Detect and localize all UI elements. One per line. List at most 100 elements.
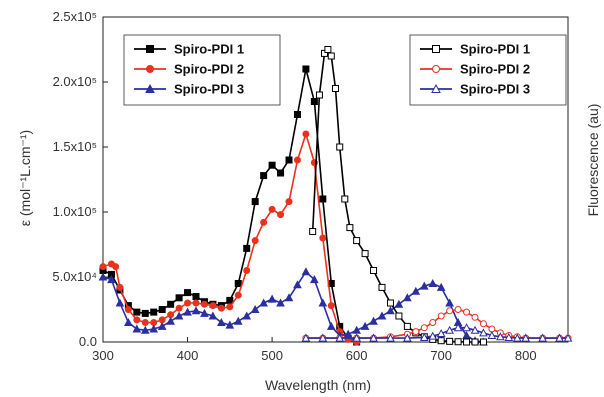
data-point-marker [225,320,235,329]
data-point-marker [293,280,302,289]
data-point-marker [319,195,327,203]
data-point-marker [243,267,251,274]
data-point-marker [437,312,445,320]
legend-item: Spiro-PDI 3 [420,82,530,97]
data-point-marker [301,333,311,342]
data-point-marker [146,45,154,53]
data-point-marker [250,304,260,313]
data-point-marker [301,267,311,276]
data-point-marker [158,306,166,313]
data-point-marker [293,111,301,118]
data-point-marker [234,280,242,287]
data-point-marker [512,333,522,342]
data-point-marker [419,332,429,341]
data-point-marker [192,293,200,300]
data-point-marker [555,333,564,342]
data-point-marker [268,205,276,213]
data-point-marker [436,328,446,338]
data-point-marker [471,313,479,321]
data-point-marker [107,275,116,284]
plot-frame [102,16,569,343]
data-point-marker [319,234,327,242]
series-fluorescence-spiro-pdi-3 [301,323,573,342]
data-point-marker [243,244,251,252]
data-point-marker [353,237,361,245]
data-point-marker [411,286,421,295]
y-tick-label: 0.0 [79,334,97,349]
data-point-marker [183,307,192,316]
data-point-marker [268,161,276,169]
data-point-marker [436,282,446,291]
data-point-marker [487,330,497,339]
data-point-marker [302,65,310,73]
legend-label: Spiro-PDI 1 [460,42,530,57]
data-point-marker [412,328,420,336]
data-point-marker [446,337,454,345]
legend-label: Spiro-PDI 3 [174,82,244,97]
series-line [102,270,484,343]
data-point-marker [378,283,386,291]
data-point-marker [309,228,317,235]
data-point-marker [403,333,412,342]
data-point-marker [332,85,339,92]
data-point-marker [267,294,277,303]
data-point-marker [277,169,285,177]
data-point-marker [184,289,192,297]
y-axis-label-right: Fluorescence (au) [585,104,601,217]
data-point-marker [403,322,411,330]
legend-label: Spiro-PDI 3 [460,82,530,97]
data-point-marker [479,320,487,328]
data-point-marker [146,65,154,73]
data-point-marker [226,303,234,311]
data-point-marker [377,311,387,320]
data-point-marker [395,312,403,320]
data-point-marker [352,333,361,342]
data-point-marker [150,308,158,316]
x-tick-label: 300 [92,348,114,363]
legend-label: Spiro-PDI 1 [174,42,244,57]
legend-label: Spiro-PDI 2 [460,62,530,77]
data-point-marker [115,298,125,307]
data-point-marker [157,321,167,330]
data-point-marker [432,45,440,53]
data-point-marker [386,333,395,342]
data-point-marker [352,325,361,334]
x-tick-label: 500 [261,348,283,363]
x-axis-label: Wavelength (nm) [265,377,371,393]
data-point-marker [259,298,268,307]
data-point-marker [175,294,183,302]
data-point-marker [471,338,479,346]
data-point-marker [437,337,445,345]
data-point-marker [360,321,370,330]
data-point-marker [310,98,318,105]
data-point-marker [470,325,480,334]
data-point-marker [184,299,192,307]
data-point-marker [167,300,175,308]
data-point-marker [242,311,252,320]
data-point-marker [191,306,201,315]
data-point-marker [233,316,243,325]
data-point-marker [285,198,293,206]
data-point-marker [386,299,394,307]
data-point-marker [419,281,429,290]
data-point-marker [454,306,462,313]
data-point-marker [200,300,208,308]
data-point-marker [324,46,332,53]
data-point-marker [99,263,107,271]
data-point-marker [260,218,268,226]
y-tick-label: 5.0x10⁴ [52,269,97,284]
data-point-marker [369,333,378,342]
data-point-marker [538,333,547,342]
series-absorption-spiro-pdi-3 [98,267,488,346]
data-point-marker [112,263,120,271]
data-point-marker [386,306,395,315]
data-point-marker [463,308,471,316]
data-point-marker [140,325,150,334]
legend-absorption: Spiro-PDI 1 Spiro-PDI 2 Spiro-PDI 3 [123,34,281,106]
data-point-marker [277,211,285,219]
data-point-marker [174,311,184,320]
data-point-marker [98,272,108,281]
x-tick-label: 600 [346,348,368,363]
data-point-marker [260,172,268,180]
data-point-marker [200,308,209,317]
